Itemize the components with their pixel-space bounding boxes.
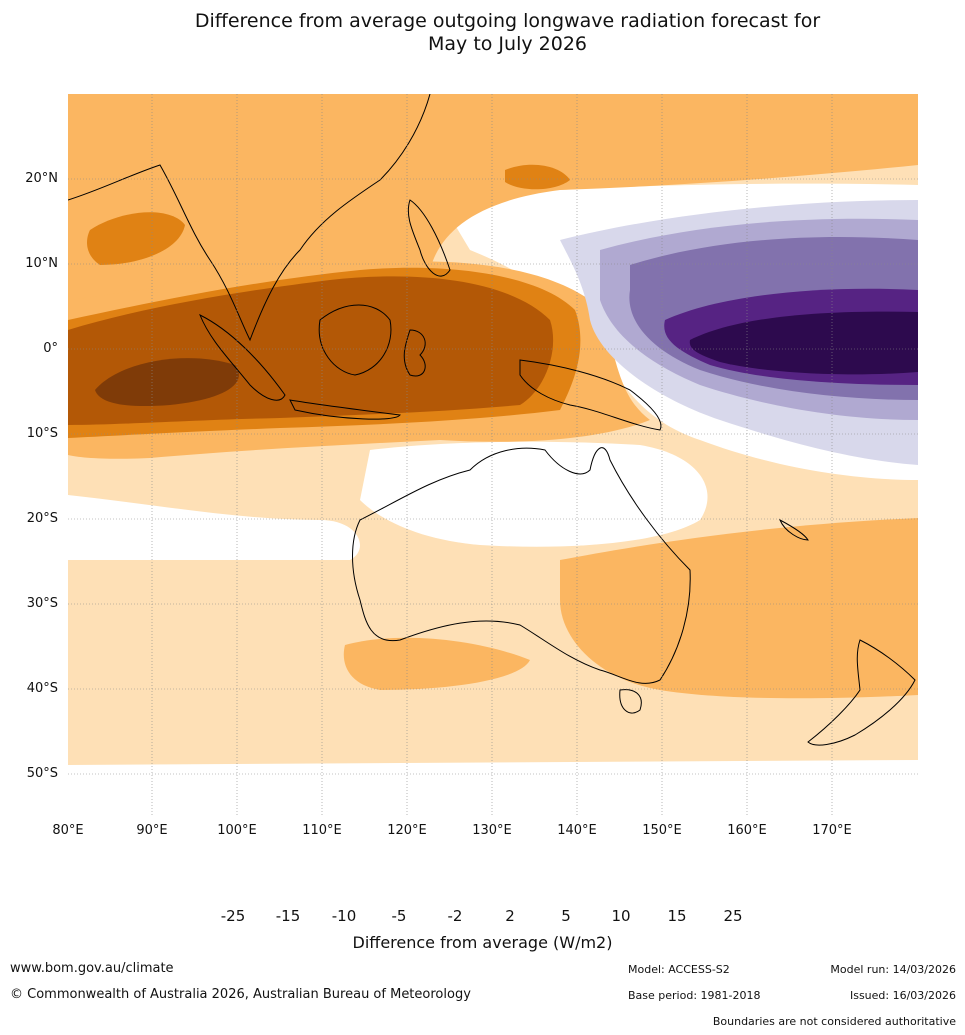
- anomaly-band-neutral-west-ocean: [68, 495, 360, 560]
- graticule: [68, 94, 918, 816]
- lat-label-20s: 20°S: [26, 511, 58, 526]
- lon-label-150e: 150°E: [642, 823, 682, 838]
- anomaly-band-5-10-south-central: [343, 637, 530, 690]
- lat-label-50s: 50°S: [26, 766, 58, 781]
- asia-mainland-coastline: [68, 94, 431, 342]
- model-info: Model: ACCESS-S2: [628, 963, 730, 976]
- lon-label-140e: 140°E: [557, 823, 597, 838]
- colorbar-tick-neg5: -5: [391, 907, 407, 925]
- lat-label-40s: 40°S: [26, 681, 58, 696]
- philippines-coastline: [407, 199, 451, 277]
- tasmania-coastline: [619, 689, 642, 714]
- lat-label-20n: 20°N: [25, 171, 58, 186]
- title-line-2: May to July 2026: [428, 33, 587, 55]
- lat-label-10s: 10°S: [26, 426, 58, 441]
- lon-label-90e: 90°E: [136, 823, 168, 838]
- colorbar-tick-neg2: -2: [447, 907, 463, 925]
- title-line-1: Difference from average outgoing longwav…: [194, 10, 821, 32]
- new-guinea-coastline: [519, 359, 662, 431]
- chart-title: Difference from average outgoing longwav…: [0, 10, 965, 56]
- anomaly-band-10-15-philippine-sea: [505, 164, 570, 190]
- colorbar-tick-neg15: -15: [275, 907, 301, 925]
- copyright-notice: © Commonwealth of Australia 2026, Austra…: [10, 987, 471, 1002]
- colorbar-tick-25: 25: [723, 907, 743, 925]
- java-coastline: [289, 399, 401, 420]
- forecast-map: [68, 94, 918, 816]
- base-period: Base period: 1981-2018: [628, 989, 761, 1002]
- colorbar-tick-neg10: -10: [331, 907, 357, 925]
- colorbar-tick-2: 2: [505, 907, 515, 925]
- colorbar-title: Difference from average (W/m2): [352, 933, 613, 952]
- anomaly-band-above-25: [95, 358, 239, 407]
- sumatra-coastline: [199, 313, 286, 401]
- lon-label-100e: 100°E: [217, 823, 257, 838]
- new-caledonia-coastline: [778, 518, 809, 541]
- coastlines: [68, 94, 916, 746]
- lat-label-equator: 0°: [43, 341, 58, 356]
- australia-coastline: [352, 447, 691, 684]
- anomaly-band-10-15-bay-of-bengal: [87, 212, 185, 265]
- lat-label-30s: 30°S: [26, 596, 58, 611]
- lon-label-120e: 120°E: [387, 823, 427, 838]
- colorbar-tick-15: 15: [667, 907, 687, 925]
- website-link[interactable]: www.bom.gov.au/climate: [10, 961, 174, 976]
- anomaly-band-neutral-southern-ocean: [68, 760, 918, 816]
- anomaly-band-neutral-australia: [360, 441, 708, 547]
- borneo-coastline: [318, 304, 392, 376]
- colorbar-tick-neg25: -25: [220, 907, 246, 925]
- lon-label-80e: 80°E: [52, 823, 84, 838]
- lon-label-110e: 110°E: [302, 823, 342, 838]
- issued-date: Issued: 16/03/2026: [849, 989, 956, 1002]
- sulawesi-coastline: [403, 329, 426, 377]
- new-zealand-coastline: [807, 639, 916, 746]
- lon-label-170e: 170°E: [812, 823, 852, 838]
- anomaly-band-5-10-south-east: [560, 518, 918, 699]
- lat-label-10n: 10°N: [25, 256, 58, 271]
- colorbar-tick-10: 10: [611, 907, 631, 925]
- anomaly-field: [68, 94, 918, 816]
- lon-label-160e: 160°E: [727, 823, 767, 838]
- lon-label-130e: 130°E: [472, 823, 512, 838]
- colorbar-tick-5: 5: [561, 907, 571, 925]
- boundaries-disclaimer: Boundaries are not considered authoritat…: [712, 1015, 956, 1028]
- model-run-date: Model run: 14/03/2026: [830, 963, 956, 976]
